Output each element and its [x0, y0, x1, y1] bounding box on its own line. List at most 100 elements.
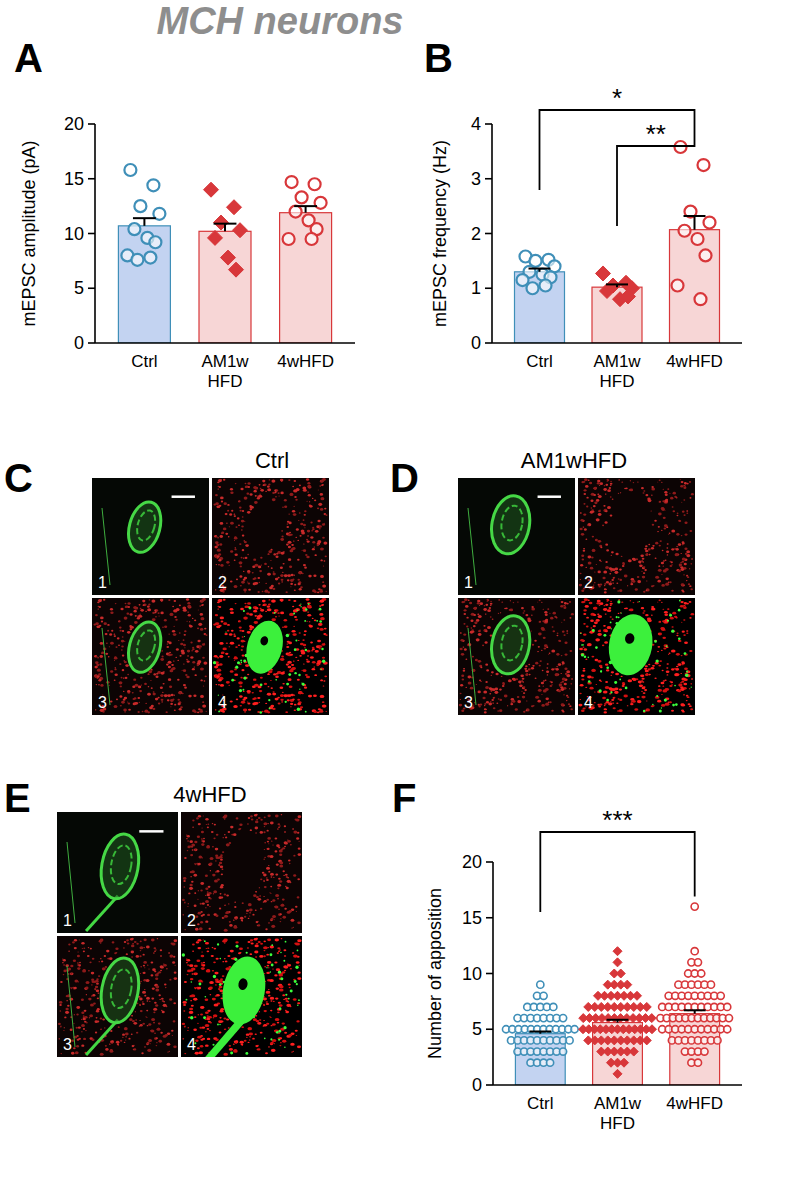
speckle [161, 672, 165, 675]
error-cap [606, 283, 628, 285]
speckle [647, 498, 650, 501]
speckle [319, 645, 323, 647]
speckle [325, 555, 327, 557]
speckle [237, 517, 240, 519]
speckle [174, 704, 176, 706]
speckle [204, 680, 206, 681]
speckle [613, 577, 615, 579]
speckle [218, 679, 222, 681]
point [694, 959, 701, 966]
speckle [307, 602, 311, 604]
speckle [632, 558, 636, 561]
point [616, 969, 625, 978]
speckle [653, 545, 655, 546]
speckle [167, 694, 171, 697]
speckle [292, 633, 296, 636]
speckle [308, 494, 311, 497]
speckle [114, 668, 116, 670]
speckle [229, 513, 232, 515]
speckle [664, 527, 667, 529]
speckle [217, 481, 219, 483]
speckle [684, 483, 686, 485]
speckle [521, 691, 523, 692]
speckle [259, 484, 261, 486]
y-tick [88, 178, 95, 180]
speckle [126, 613, 129, 615]
speckle [243, 571, 245, 572]
speckle [241, 646, 244, 648]
speckle [240, 510, 242, 512]
speckle [617, 590, 619, 591]
speckle [244, 521, 245, 522]
speckle [286, 544, 289, 546]
green-dot [304, 620, 306, 622]
speckle [658, 513, 660, 514]
point [537, 981, 544, 988]
speckle [134, 697, 137, 699]
green-dot [286, 683, 289, 686]
speckle [631, 582, 632, 583]
speckle [304, 687, 307, 689]
micrograph-tile: 3 [458, 598, 575, 715]
speckle [120, 705, 122, 707]
speckle [644, 548, 647, 550]
speckle [681, 561, 684, 563]
speckle [684, 563, 687, 565]
speckle [277, 671, 281, 674]
speckle [302, 486, 306, 489]
speckle [312, 589, 316, 592]
speckle [219, 543, 222, 545]
speckle [230, 700, 233, 702]
speckle [295, 657, 297, 658]
speckle [184, 634, 186, 636]
image-panel-d: DAM1wHFD1234 [390, 448, 695, 715]
speckle [230, 488, 233, 490]
speckle [680, 485, 683, 488]
speckle [320, 679, 322, 681]
speckle [191, 650, 193, 651]
speckle [114, 633, 116, 634]
speckle [178, 691, 182, 694]
speckle [686, 483, 688, 485]
speckle [217, 626, 220, 628]
speckle [177, 699, 179, 701]
speckle [228, 685, 230, 686]
speckle [158, 702, 160, 704]
point [124, 164, 136, 176]
speckle [303, 564, 306, 566]
speckle [314, 619, 317, 621]
speckle [215, 589, 216, 590]
speckle [132, 692, 134, 694]
speckle [278, 702, 281, 704]
speckle [306, 676, 310, 679]
speckle [114, 680, 116, 681]
speckle [241, 529, 243, 531]
speckle [543, 609, 544, 610]
speckle [294, 480, 297, 482]
speckle [684, 514, 686, 516]
speckle [245, 606, 248, 608]
speckle [597, 480, 600, 483]
speckle [217, 537, 219, 539]
panel-label: C [4, 456, 33, 500]
speckle [622, 562, 625, 564]
speckle [241, 557, 243, 559]
speckle [317, 640, 321, 643]
speckle [123, 691, 125, 692]
point [546, 1059, 553, 1066]
speckle [321, 485, 323, 487]
speckle [302, 573, 304, 574]
speckle [610, 496, 612, 497]
speckle [121, 677, 123, 679]
speckle [289, 565, 292, 568]
speckle [254, 621, 258, 624]
speckle [304, 647, 306, 648]
speckle [561, 601, 564, 603]
green-dot [321, 648, 323, 650]
speckle [177, 660, 179, 661]
speckle [225, 653, 228, 655]
speckle [238, 620, 241, 622]
speckle [491, 671, 494, 673]
speckle [657, 580, 660, 583]
speckle [97, 669, 101, 672]
